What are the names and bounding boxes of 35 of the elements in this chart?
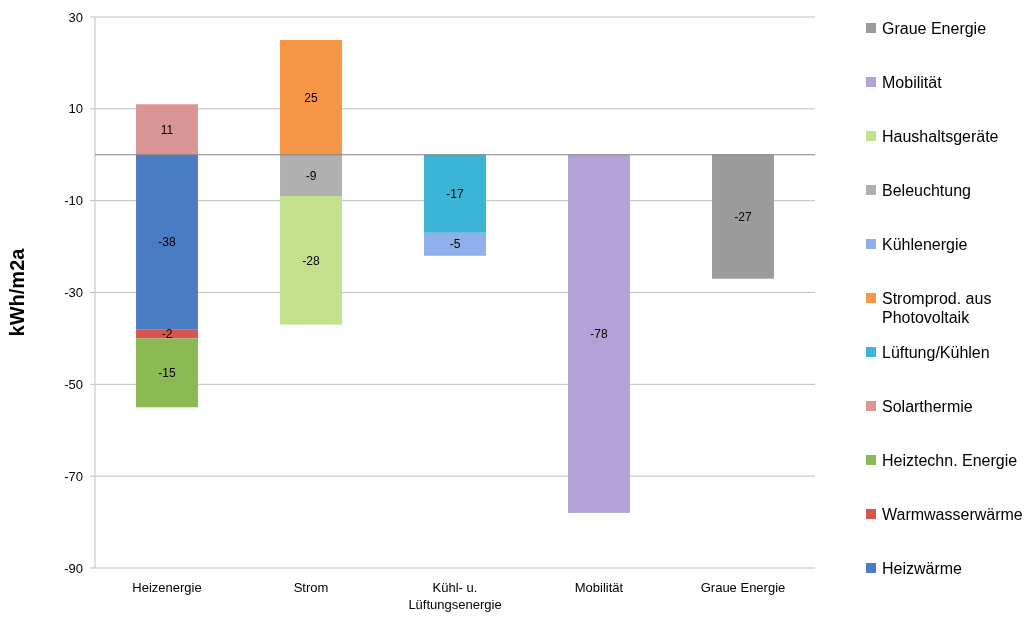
y-tick-label: 10 xyxy=(68,101,83,117)
data-label: 11 xyxy=(160,122,174,137)
data-label: -15 xyxy=(158,366,176,381)
x-tick-label: Graue Energie xyxy=(700,580,786,595)
data-label: -9 xyxy=(305,168,317,183)
data-label: -2 xyxy=(161,327,173,342)
y-axis-title: kWh/m2a xyxy=(6,247,28,337)
legend-label: Kühlenergie xyxy=(882,235,968,253)
x-tick-label: Kühl- u. Lüftungsenergie xyxy=(408,580,502,612)
data-label: -5 xyxy=(449,237,461,252)
data-label: -78 xyxy=(590,327,608,342)
legend-label: Heizwärme xyxy=(882,559,963,577)
x-tick-label: Mobilität xyxy=(574,580,624,595)
legend-label: Heiztechn. Energie xyxy=(882,451,1018,469)
legend-label: Mobilität xyxy=(882,73,943,91)
data-label: 25 xyxy=(304,90,318,105)
x-tick-label: Strom xyxy=(293,580,329,595)
legend-label: Haushaltsgeräte xyxy=(882,127,999,145)
y-tick-label: -90 xyxy=(64,560,83,576)
y-tick-label: -30 xyxy=(64,285,83,301)
legend-label: Solarthermie xyxy=(882,397,973,415)
y-tick-label: -10 xyxy=(64,193,83,209)
y-tick-label: 30 xyxy=(68,9,83,25)
data-label: -28 xyxy=(302,253,320,268)
y-tick-label: -70 xyxy=(64,468,83,484)
data-label: -17 xyxy=(446,186,464,201)
legend-label: Lüftung/Kühlen xyxy=(882,343,990,361)
legend-label: Graue Energie xyxy=(882,19,987,37)
y-tick-label: -50 xyxy=(64,376,83,392)
legend-label: Warmwasserwärme xyxy=(882,505,1023,523)
x-tick-label: Heizenergie xyxy=(132,580,202,595)
legend-label: Stromprod. aus Photovoltaik xyxy=(882,289,992,326)
data-label: -38 xyxy=(158,235,176,250)
data-label: -27 xyxy=(734,209,752,224)
legend-label: Beleuchtung xyxy=(882,181,971,199)
